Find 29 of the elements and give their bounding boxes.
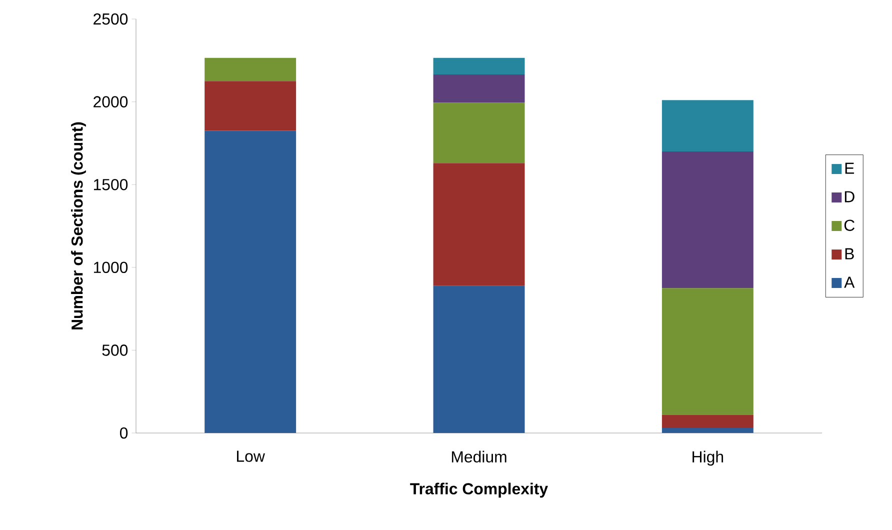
bar [204, 81, 296, 131]
bar [662, 151, 754, 288]
bar [662, 414, 754, 428]
legend-label: D [844, 191, 854, 202]
bar [433, 102, 525, 164]
x-axis-title: Traffic Complexity [410, 482, 548, 498]
bar [662, 100, 754, 152]
y-axis-title: Number of Sections (count) [71, 122, 86, 330]
legend-label: A [844, 276, 855, 288]
bar [662, 428, 754, 433]
y-tick-label: 0 [120, 427, 128, 439]
bar [433, 58, 525, 74]
legend-label: C [844, 220, 855, 231]
legend-label: E [845, 162, 854, 174]
y-tick-label: 500 [102, 344, 128, 356]
bar [204, 130, 296, 433]
bar [662, 288, 754, 415]
y-tick-label: 2500 [94, 13, 128, 25]
legend-label: B [845, 248, 854, 260]
bar [433, 286, 525, 433]
y-tick-label: 2000 [94, 96, 128, 108]
bar [204, 58, 296, 82]
bar [433, 74, 525, 103]
x-tick-label: Low [237, 450, 265, 462]
x-tick-label: Medium [452, 450, 506, 462]
y-tick-label: 1000 [94, 262, 128, 274]
y-tick-label: 1500 [94, 178, 128, 190]
bar [433, 163, 525, 286]
x-tick-label: High [692, 450, 724, 466]
